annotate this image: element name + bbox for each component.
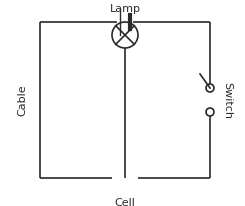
Text: Cable: Cable [17, 84, 27, 116]
Text: Switch: Switch [222, 82, 232, 118]
Text: Lamp: Lamp [110, 4, 140, 14]
Text: Cell: Cell [115, 198, 135, 206]
